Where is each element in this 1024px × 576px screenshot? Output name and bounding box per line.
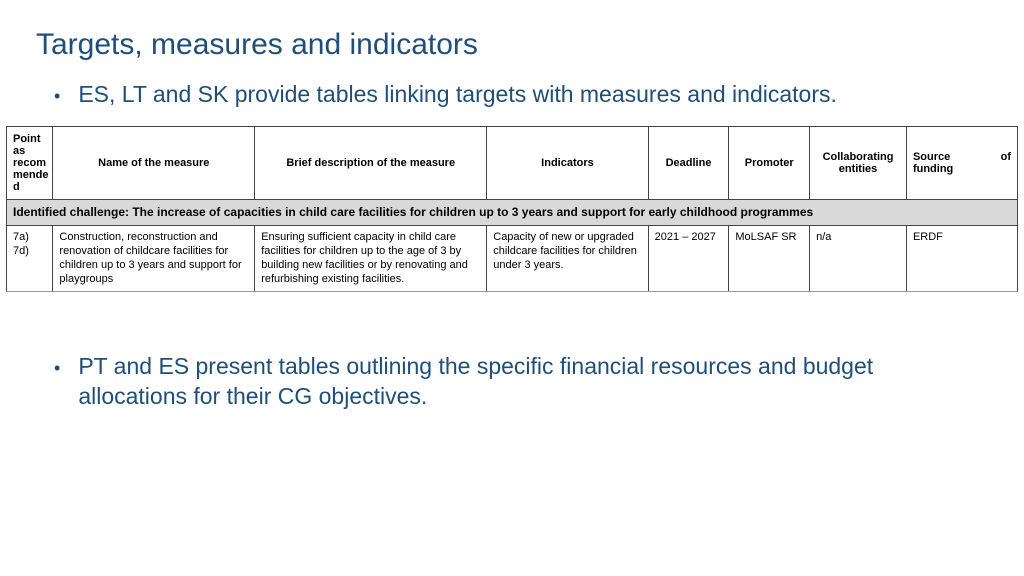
col-header-collab: Collaborating entities <box>810 127 907 200</box>
challenge-text: Identified challenge: The increase of ca… <box>7 200 1018 226</box>
bullet-dot-icon: • <box>54 352 60 382</box>
funding-label-b: of <box>1001 151 1011 163</box>
cell-collab: n/a <box>810 226 907 292</box>
cell-deadline: 2021 – 2027 <box>648 226 729 292</box>
bullet-text: PT and ES present tables outlining the s… <box>78 352 984 412</box>
col-header-funding: Source of funding <box>906 127 1017 200</box>
challenge-row: Identified challenge: The increase of ca… <box>7 200 1018 226</box>
page-title: Targets, measures and indicators <box>0 28 1024 62</box>
table-header-row: Point as recom mende d Name of the measu… <box>7 127 1018 200</box>
slide: Targets, measures and indicators • ES, L… <box>0 0 1024 576</box>
bullet-block-bottom: • PT and ES present tables outlining the… <box>0 352 1024 412</box>
bullet-item: • PT and ES present tables outlining the… <box>54 352 984 412</box>
cell-name: Construction, reconstruction and renovat… <box>53 226 255 292</box>
bullet-dot-icon: • <box>54 80 60 110</box>
bullet-text: ES, LT and SK provide tables linking tar… <box>78 80 837 110</box>
bullet-item: • ES, LT and SK provide tables linking t… <box>54 80 984 110</box>
table-row: 7a) 7d) Construction, reconstruction and… <box>7 226 1018 292</box>
point-b: 7d) <box>13 245 46 259</box>
measures-table: Point as recom mende d Name of the measu… <box>6 127 1018 291</box>
point-a: 7a) <box>13 231 46 245</box>
funding-label-a: Source <box>913 151 950 163</box>
col-header-point: Point as recom mende d <box>7 127 53 200</box>
measures-table-wrap: Point as recom mende d Name of the measu… <box>6 126 1018 292</box>
bullet-block-top: • ES, LT and SK provide tables linking t… <box>0 80 1024 110</box>
col-header-name: Name of the measure <box>53 127 255 200</box>
col-header-promoter: Promoter <box>729 127 810 200</box>
cell-point: 7a) 7d) <box>7 226 53 292</box>
funding-label-c: funding <box>913 163 1011 175</box>
col-header-deadline: Deadline <box>648 127 729 200</box>
col-header-indicators: Indicators <box>487 127 648 200</box>
col-header-brief: Brief description of the measure <box>255 127 487 200</box>
cell-promoter: MoLSAF SR <box>729 226 810 292</box>
cell-funding: ERDF <box>906 226 1017 292</box>
cell-indicators: Capacity of new or upgraded childcare fa… <box>487 226 648 292</box>
cell-brief: Ensuring sufficient capacity in child ca… <box>255 226 487 292</box>
